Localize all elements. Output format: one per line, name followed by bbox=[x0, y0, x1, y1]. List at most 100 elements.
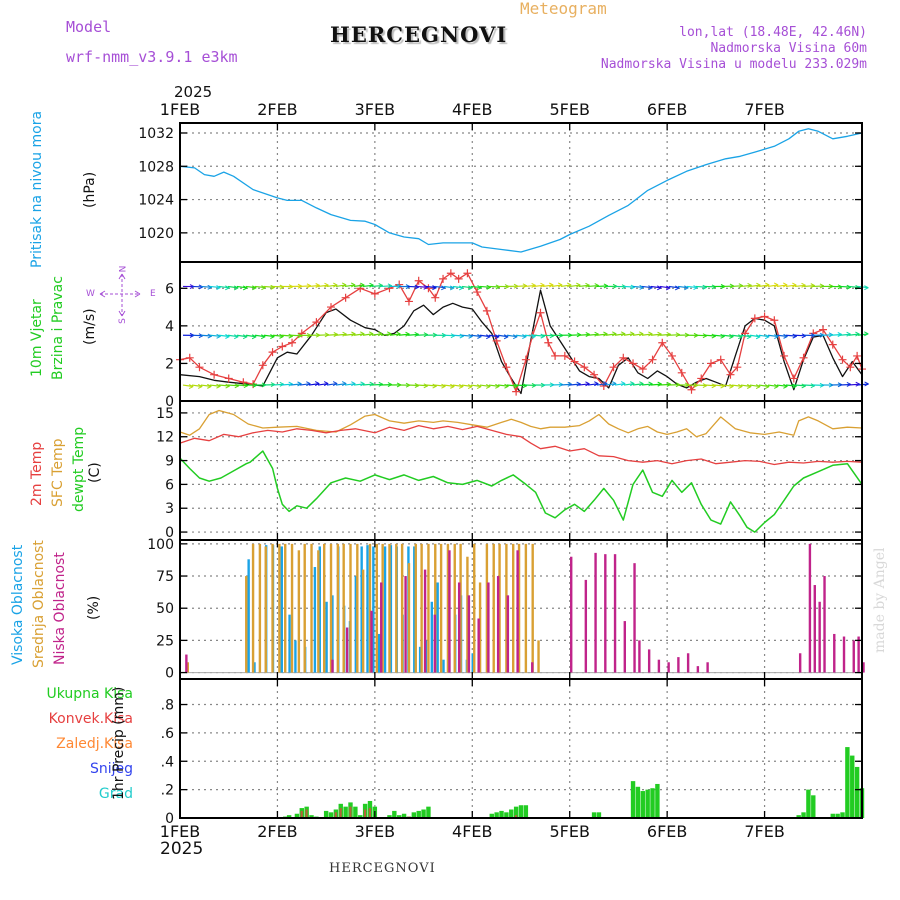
wind-barb-b bbox=[830, 333, 842, 336]
wind-barb-c bbox=[182, 384, 194, 388]
wind-gust-point bbox=[819, 325, 828, 334]
wind-barb-a bbox=[461, 285, 473, 289]
wind-barb-head-c bbox=[729, 383, 734, 389]
wind-barb-head-b bbox=[377, 331, 383, 337]
precip-convective-bar bbox=[349, 806, 352, 818]
cloud-low-bar bbox=[706, 662, 709, 673]
wind-barb-head-c bbox=[467, 384, 473, 389]
wind-barb-a bbox=[686, 285, 698, 289]
cloud-mid-bar bbox=[245, 576, 248, 673]
wind-barb-b bbox=[848, 333, 860, 336]
wind-gust-point bbox=[770, 316, 779, 325]
wind-barb-head-b bbox=[729, 334, 734, 339]
cloud-mid-bar bbox=[434, 543, 437, 673]
wind-barb-a bbox=[470, 285, 482, 289]
wind-barb-b bbox=[344, 333, 356, 336]
wind-barb-head-c bbox=[620, 381, 626, 386]
wind-barb-c bbox=[497, 384, 509, 387]
precip-total-bar bbox=[811, 795, 816, 818]
footer-title: HERCEGNOVI bbox=[329, 861, 436, 876]
cloud-high-bar bbox=[331, 595, 334, 673]
wind-barb-head-a bbox=[864, 285, 869, 291]
wind-barb-a bbox=[416, 285, 428, 288]
wind-barb-c bbox=[614, 382, 626, 386]
wind-barb-c bbox=[308, 383, 320, 386]
cloud-low-bar bbox=[467, 595, 471, 673]
wind-barb-a bbox=[857, 285, 869, 289]
cloud-mid-bar bbox=[485, 543, 489, 673]
wind-barb-head-a bbox=[557, 282, 563, 288]
wind-barb-head-c bbox=[738, 383, 743, 389]
wind-barb-c bbox=[560, 383, 572, 386]
wind-barb-head-b bbox=[260, 334, 266, 340]
ytick-label-temp: 3 bbox=[165, 501, 174, 517]
xtick-label-top: 2FEB bbox=[257, 100, 297, 119]
precip-total-bar bbox=[850, 755, 855, 818]
cloud-mid-bar bbox=[278, 543, 281, 673]
wind-compass: N S W E bbox=[82, 258, 156, 330]
cloud-mid-bar bbox=[512, 543, 515, 673]
cloud-low-bar bbox=[423, 569, 427, 673]
wind-gust-point bbox=[838, 355, 847, 364]
wind-barb-head-b bbox=[486, 334, 491, 340]
cloud-mid-bar bbox=[303, 543, 306, 673]
wind-barb-c bbox=[353, 383, 365, 386]
wind-barb-head-c bbox=[783, 383, 788, 389]
ytick-label-precip: .8 bbox=[161, 698, 174, 714]
wind-barb-b bbox=[389, 333, 401, 336]
ytick-label-precip: .2 bbox=[161, 783, 174, 799]
cloud-high-bar bbox=[280, 546, 283, 673]
wind-gust-point bbox=[195, 363, 204, 372]
model-elevation-label: Nadmorska Visina u modelu 233.029m bbox=[600, 57, 867, 72]
precip-convective-bar bbox=[514, 815, 518, 818]
wind-gust-point bbox=[288, 338, 297, 347]
precip-total-bar bbox=[591, 812, 597, 818]
wind-barb-b bbox=[281, 334, 293, 337]
wind-barb-b bbox=[506, 334, 518, 338]
wind-barb-head-a bbox=[549, 282, 554, 288]
wind-barb-c bbox=[758, 384, 770, 388]
wind-gust-point bbox=[446, 269, 455, 278]
precip-total-bar bbox=[489, 813, 494, 818]
cloud-low-bar bbox=[487, 582, 490, 673]
wind-gust-point bbox=[521, 355, 530, 364]
wind-barb-head-a bbox=[756, 282, 761, 288]
wind-barb-head-b bbox=[512, 334, 518, 340]
wind-gust-point bbox=[629, 359, 638, 368]
wind-barb-a bbox=[236, 285, 248, 289]
cloud-low-label: Niska Oblacnost bbox=[52, 552, 68, 665]
cloud-low-bar bbox=[506, 595, 510, 673]
wind-barb-head-c bbox=[207, 383, 212, 389]
wind-barb-a bbox=[209, 285, 221, 289]
wind-barb-a bbox=[632, 285, 644, 289]
wind-barb-c bbox=[857, 383, 869, 386]
precip-total-bar bbox=[411, 812, 417, 818]
wind-barb-head-a bbox=[432, 285, 437, 291]
wind-gust-point bbox=[853, 351, 862, 360]
wind-barb-head-c bbox=[197, 384, 203, 389]
wind-barb-b bbox=[371, 333, 383, 336]
cloud-mid-bar bbox=[186, 662, 189, 673]
wind-barb-a bbox=[839, 285, 851, 288]
cloud-mid-bar bbox=[427, 543, 430, 673]
wind-barb-head-b bbox=[503, 334, 509, 340]
wind-barb-head-c bbox=[648, 381, 653, 387]
cloud-low-bar bbox=[613, 554, 617, 673]
wind-barb-a bbox=[785, 284, 797, 288]
cloud-low-bar bbox=[531, 662, 534, 673]
wind-barb-head-b bbox=[360, 331, 365, 337]
wind-barb-head-a bbox=[773, 282, 779, 288]
wind-barb-a bbox=[425, 285, 437, 289]
xtick-label-bottom: 6FEB bbox=[647, 822, 687, 841]
wind-barb-head-a bbox=[261, 285, 266, 291]
wind-barb-b bbox=[623, 333, 635, 336]
wind-barb-b bbox=[218, 334, 230, 338]
wind-barb-c bbox=[767, 384, 779, 388]
xtick-label-bottom: 2FEB bbox=[257, 822, 297, 841]
wind-gust-point bbox=[677, 368, 686, 377]
wind-barb-head-c bbox=[441, 383, 446, 389]
panel-bg-wind bbox=[180, 262, 862, 401]
wind-barb-a bbox=[371, 284, 383, 288]
wind-barb-head-c bbox=[351, 381, 356, 387]
ytick-label-precip: 0 bbox=[165, 811, 174, 827]
